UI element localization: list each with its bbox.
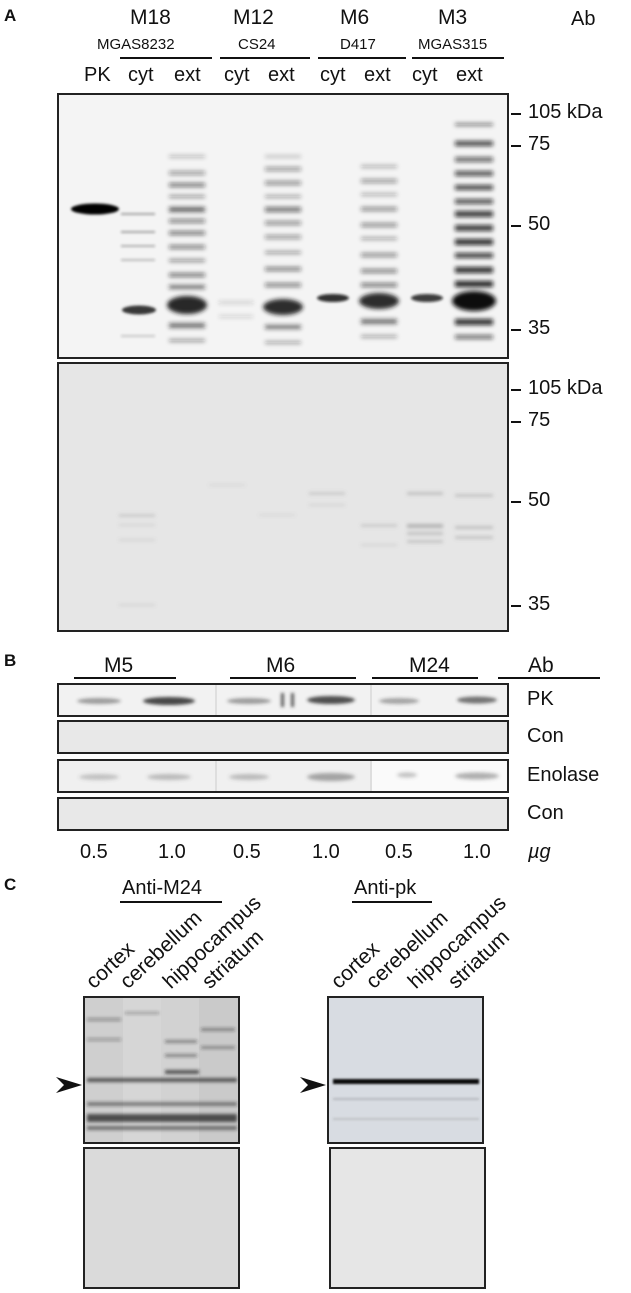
- arrowhead-icon: [56, 1077, 82, 1093]
- blot-c-right-top-image: [333, 1079, 479, 1120]
- lane-label: ext: [268, 64, 295, 86]
- blot-b-enolase-image: [79, 761, 507, 791]
- mw-tick: [511, 389, 521, 391]
- panel-c-left-title: Anti-M24: [122, 877, 203, 899]
- row-label: Con: [527, 725, 564, 747]
- mw-label: 50: [528, 489, 551, 511]
- mw-tick: [511, 225, 521, 227]
- group-underline: [74, 677, 176, 679]
- mw-tick: [511, 329, 521, 331]
- dose-label: 1.0: [312, 841, 340, 863]
- dose-label: 0.5: [80, 841, 108, 863]
- title-underline: [120, 901, 222, 903]
- lane-label: ext: [456, 64, 483, 86]
- mw-label: 35: [528, 593, 551, 615]
- mw-tick: [511, 113, 521, 115]
- dose-label: 0.5: [233, 841, 261, 863]
- strain-label: M12: [233, 6, 274, 29]
- group-underline: [498, 677, 600, 679]
- dose-label: 0.5: [385, 841, 413, 863]
- lane-label: ext: [364, 64, 391, 86]
- row-label: Enolase: [527, 764, 600, 786]
- group-underline: [220, 57, 310, 59]
- row-label: Con: [527, 802, 564, 824]
- lane-label: cyt: [128, 64, 154, 86]
- group-underline: [318, 57, 406, 59]
- mw-label: 35: [528, 317, 551, 339]
- group-underline: [120, 57, 212, 59]
- blot-c-right-bottom: [329, 1147, 486, 1289]
- blot-c-left-top: [83, 996, 240, 1144]
- strain-label: M3: [438, 6, 468, 29]
- mw-label: 105 kDa: [528, 377, 603, 399]
- group-label: M6: [266, 654, 296, 677]
- blot-a-top: [57, 93, 509, 359]
- dose-label: 1.0: [158, 841, 186, 863]
- dose-label: 1.0: [463, 841, 491, 863]
- ab-label: Ab: [528, 654, 554, 677]
- blot-b-con-1: [57, 720, 509, 754]
- mw-label: 50: [528, 213, 551, 235]
- blot-a-bottom-image: [119, 484, 493, 606]
- blot-b-con-2: [57, 797, 509, 831]
- group-underline: [372, 677, 478, 679]
- mw-tick: [511, 145, 521, 147]
- lane-label: PK: [84, 64, 111, 86]
- blot-b-enolase: [57, 759, 509, 793]
- panel-c-letter: C: [4, 875, 17, 894]
- mw-label: 75: [528, 133, 551, 155]
- group-underline: [412, 57, 504, 59]
- blot-b-pk-image: [77, 685, 497, 715]
- strain-label: M6: [340, 6, 370, 29]
- arrowhead-icon: [300, 1077, 326, 1093]
- panel-c-right-title: Anti-pk: [354, 877, 417, 899]
- panel-b-letter: B: [4, 651, 17, 670]
- blot-c-left-bottom: [83, 1147, 240, 1289]
- lane-label: ext: [174, 64, 201, 86]
- blot-a-bottom: [57, 362, 509, 632]
- lane-label: cyt: [412, 64, 438, 86]
- group-label: M24: [409, 654, 450, 677]
- mw-label: 105 kDa: [528, 101, 603, 123]
- substrain-label: CS24: [238, 36, 276, 53]
- group-underline: [230, 677, 356, 679]
- title-underline: [352, 901, 432, 903]
- substrain-label: D417: [340, 36, 376, 53]
- panel-a-ab-label: Ab: [571, 8, 596, 30]
- substrain-label: MGAS315: [418, 36, 488, 53]
- blot-b-pk: [57, 683, 509, 717]
- lane-label: cyt: [224, 64, 250, 86]
- group-label: M5: [104, 654, 134, 677]
- substrain-label: MGAS8232: [97, 36, 175, 53]
- blot-c-right-top: [327, 996, 484, 1144]
- blot-a-top-image: [71, 123, 496, 344]
- strain-label: M18: [130, 6, 171, 29]
- mw-tick: [511, 501, 521, 503]
- lane-label: cyt: [320, 64, 346, 86]
- mw-tick: [511, 421, 521, 423]
- panel-a-letter: A: [4, 6, 17, 25]
- mw-tick: [511, 605, 521, 607]
- blot-c-left-top-image: [85, 998, 238, 1142]
- mw-label: 75: [528, 409, 551, 431]
- dose-unit: µg: [528, 841, 551, 863]
- row-label: PK: [527, 688, 554, 710]
